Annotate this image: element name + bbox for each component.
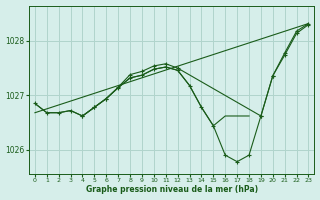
X-axis label: Graphe pression niveau de la mer (hPa): Graphe pression niveau de la mer (hPa) [86, 185, 258, 194]
